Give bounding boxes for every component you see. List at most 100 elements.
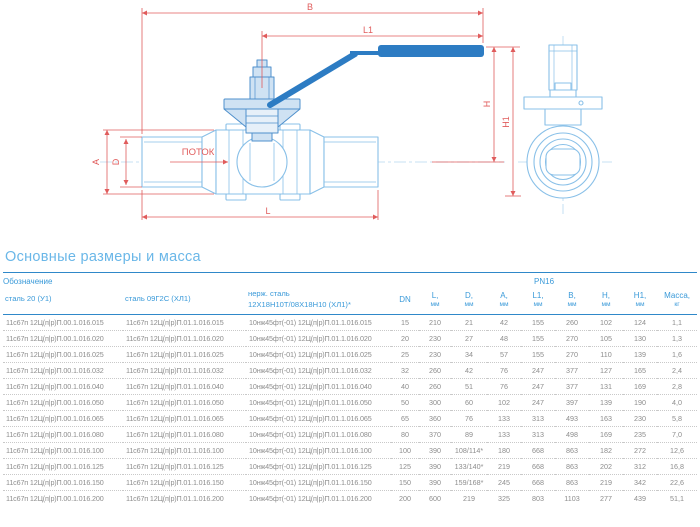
value-cell: 102 (487, 394, 522, 411)
value-cell: 260 (566, 318, 579, 328)
value-cell: 313 (521, 410, 556, 427)
value-cell: 110 (589, 346, 624, 363)
designation-cell: 10нж45фт(-01) 12Ц(п|р)П.01.1.016.100 (246, 442, 392, 459)
dim-column-header: H, мм (589, 288, 624, 316)
designation-cell: 11с67п 12Ц(п|р)П.00.1.016.150 (3, 474, 123, 491)
value-cell: 150 (391, 474, 420, 491)
designation-cell: 11с67п 12Ц(п|р)П.01.1.016.020 (123, 330, 246, 347)
value-cell: 390 (419, 458, 452, 475)
value-cell: 219 (589, 474, 624, 491)
value-cell: 230 (419, 346, 452, 363)
dim-column-header: L1, мм (521, 288, 556, 316)
designation-cell: 11с67п 12Ц(п|р)П.01.1.016.200 (123, 490, 246, 507)
value-cell: 155 (521, 330, 556, 347)
value-cell: 260 (419, 378, 452, 395)
value-cell: 377 (555, 378, 590, 395)
table-row: 11с67п 12Ц(п|р)П.00.1.016.025 11с67п 12Ц(… (3, 346, 698, 363)
value-cell: 1,1 (672, 318, 683, 328)
value-cell: 124 (634, 318, 647, 328)
value-cell: 272 (623, 442, 658, 459)
value-cell: 139 (623, 346, 658, 363)
table-row: 11с67п 12Ц(п|р)П.00.1.016.015 11с67п 12Ц(… (3, 315, 697, 331)
value-cell: 32 (391, 362, 420, 379)
value-cell: 668 (521, 442, 556, 459)
dim-label-b: B (307, 2, 313, 12)
value-cell: 390 (419, 474, 452, 491)
value-cell: 370 (419, 426, 452, 443)
section-title: Основные размеры и масса (5, 249, 201, 265)
dim-label-h: H (482, 101, 492, 108)
table-body: 11с67п 12Ц(п|р)П.00.1.016.015 11с67п 12Ц(… (3, 315, 698, 507)
value-cell: 245 (487, 474, 522, 491)
value-cell: 25 (391, 346, 420, 363)
designation-cell: 10нж45фт(-01) 12Ц(п|р)П.01.1.016.015 (249, 318, 372, 328)
value-cell: 131 (589, 378, 624, 395)
valve-handle (267, 45, 484, 108)
col-steel-20: сталь 20 (У1) (3, 288, 123, 316)
designation-cell: 11с67п 12Ц(п|р)П.00.1.016.025 (3, 346, 123, 363)
table-row: 11с67п 12Ц(п|р)П.00.1.016.125 11с67п 12Ц(… (3, 458, 698, 475)
value-cell: 50 (391, 394, 420, 411)
dimension-extension-lines (103, 8, 521, 220)
value-cell: 202 (589, 458, 624, 475)
value-cell: 2,4 (657, 362, 698, 379)
value-cell: 51,1 (657, 490, 698, 507)
value-cell: 12,6 (657, 442, 698, 459)
value-cell: 600 (419, 490, 452, 507)
dim-label-h1: H1 (501, 116, 511, 128)
designation-cell: 11с67п 12Ц(п|р)П.00.1.016.080 (3, 426, 123, 443)
valve-end-view (523, 44, 603, 199)
table-row: 11с67п 12Ц(п|р)П.00.1.016.100 11с67п 12Ц(… (3, 442, 698, 459)
designation-cell: 11с67п 12Ц(п|р)П.01.1.016.150 (123, 474, 246, 491)
value-cell: 48 (487, 330, 522, 347)
designation-cell: 11с67п 12Ц(п|р)П.01.1.016.032 (123, 362, 246, 379)
dim-column-header: L, мм (419, 288, 452, 316)
value-cell: 51 (451, 378, 488, 395)
designation-cell: 11с67п 12Ц(п|р)П.01.1.016.125 (123, 458, 246, 475)
dim-label-l: L (265, 206, 270, 216)
value-cell: 76 (487, 378, 522, 395)
value-cell: 247 (521, 378, 556, 395)
value-cell: 300 (419, 394, 452, 411)
value-cell: 125 (391, 458, 420, 475)
value-cell: 230 (623, 410, 658, 427)
value-cell: 163 (589, 410, 624, 427)
value-cell: 1,6 (657, 346, 698, 363)
dim-column-header: D, мм (451, 288, 488, 316)
designation-cell: 10нж45фт(-01) 12Ц(п|р)П.01.1.016.025 (246, 346, 392, 363)
value-cell: 325 (487, 490, 522, 507)
value-cell: 200 (391, 490, 420, 507)
table-row: 11с67п 12Ц(п|р)П.00.1.016.032 11с67п 12Ц(… (3, 362, 698, 379)
value-cell: 133/140* (451, 458, 488, 475)
value-cell: 16,8 (657, 458, 698, 475)
value-cell: 80 (391, 426, 420, 443)
dim-label-l1: L1 (363, 25, 373, 35)
value-cell: 34 (451, 346, 488, 363)
value-cell: 65 (391, 410, 420, 427)
value-cell: 22,6 (657, 474, 698, 491)
designation-cell: 10нж45фт(-01) 12Ц(п|р)П.01.1.016.032 (246, 362, 392, 379)
pn-header: PN16 (391, 272, 698, 288)
value-cell: 105 (589, 330, 624, 347)
value-cell: 190 (623, 394, 658, 411)
value-cell: 159/168* (451, 474, 488, 491)
value-cell: 169 (623, 378, 658, 395)
value-cell: 277 (589, 490, 624, 507)
value-cell: 803 (521, 490, 556, 507)
table-row: 11с67п 12Ц(п|р)П.00.1.016.080 11с67п 12Ц(… (3, 426, 698, 443)
value-cell: 76 (451, 410, 488, 427)
value-cell: 42 (500, 318, 509, 328)
col-stainless-steel: нерж. сталь 12Х18Н10Т/08Х18Н10 (ХЛ1)* (246, 288, 392, 316)
value-cell: 100 (391, 442, 420, 459)
designation-cell: 11с67п 12Ц(п|р)П.00.1.016.040 (3, 378, 123, 395)
designation-cell: 11с67п 12Ц(п|р)П.00.1.016.065 (3, 410, 123, 427)
designation-cell: 10нж45фт(-01) 12Ц(п|р)П.01.1.016.050 (246, 394, 392, 411)
value-cell: 247 (521, 394, 556, 411)
value-cell: 210 (429, 318, 442, 328)
designation-cell: 11с67п 12Ц(п|р)П.00.1.016.032 (3, 362, 123, 379)
value-cell: 863 (555, 474, 590, 491)
value-cell: 133 (487, 426, 522, 443)
value-cell: 270 (555, 346, 590, 363)
value-cell: 230 (419, 330, 452, 347)
